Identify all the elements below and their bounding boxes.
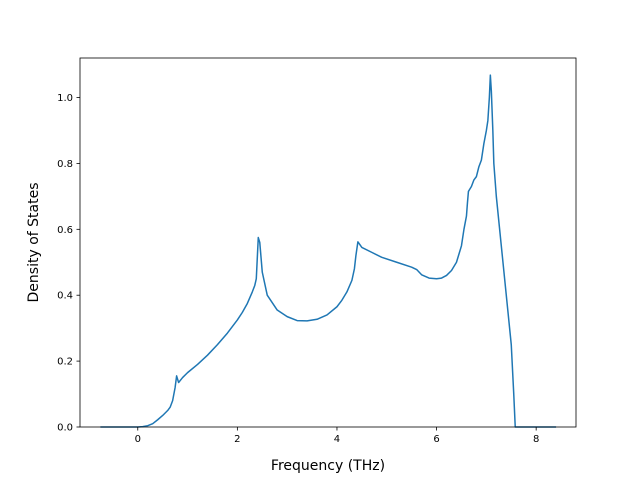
plot-frame bbox=[79, 57, 577, 428]
series-line-0 bbox=[100, 74, 557, 428]
y-tick-label: 0.4 bbox=[57, 291, 73, 302]
plot-area bbox=[100, 74, 557, 428]
x-tick-label: 8 bbox=[533, 434, 539, 445]
y-tick-label: 1.0 bbox=[57, 93, 73, 104]
x-tick-label: 4 bbox=[334, 434, 340, 445]
x-axis-label: Frequency (THz) bbox=[271, 458, 385, 474]
x-tick-label: 2 bbox=[234, 434, 240, 445]
axis-ticks: 0 2 4 6 8 0.0 0.2 0.4 0.6 0.8 1.0 bbox=[57, 93, 539, 445]
y-axis-label: Density of States bbox=[26, 183, 42, 303]
x-tick-label: 6 bbox=[433, 434, 439, 445]
y-tick-label: 0.8 bbox=[57, 159, 73, 170]
y-tick-label: 0.0 bbox=[57, 423, 73, 434]
y-tick-label: 0.2 bbox=[57, 357, 73, 368]
x-tick-label: 0 bbox=[135, 434, 141, 445]
y-tick-label: 0.6 bbox=[57, 225, 73, 236]
